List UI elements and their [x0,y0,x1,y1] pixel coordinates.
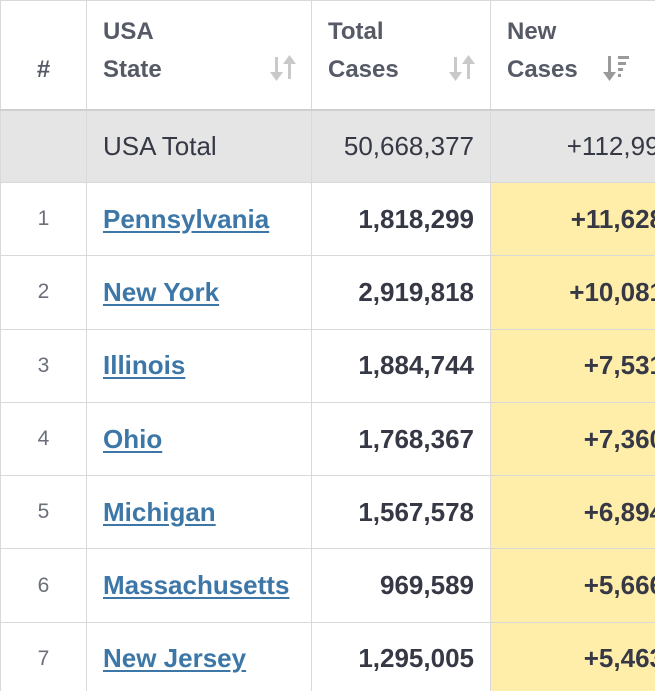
new-header-line2: Cases [507,56,578,83]
row-total-cases: 1,295,005 [311,621,491,691]
row-total-cases: 1,884,744 [311,328,491,403]
state-link[interactable]: Massachusetts [103,570,290,601]
row-new-cases: +6,894 [490,475,655,550]
usa-new-cases: +112,994 [490,109,655,183]
row-new-cases: +11,628 [490,181,655,257]
row-rank: 7 [0,621,87,691]
state-link[interactable]: Ohio [103,423,163,454]
row-total-cases: 1,567,578 [311,475,491,550]
row-rank: 5 [0,475,87,550]
new-header-line1: New [507,18,557,45]
row-new-cases: +5,463 [490,621,655,691]
state-link[interactable]: New Jersey [103,643,247,674]
table-row: 3 Illinois 1,884,744 +7,531 [0,328,655,403]
table-row: 7 New Jersey 1,295,005 +5,463 [0,621,655,691]
total-cases-column-header[interactable]: Total Cases [311,0,491,111]
total-row-rank-cell [0,109,87,183]
table-row: 1 Pennsylvania 1,818,299 +11,628 [0,181,655,257]
state-column-header[interactable]: USA State [86,0,312,111]
row-rank: 2 [0,255,87,330]
row-new-cases: +10,081 [490,255,655,330]
row-new-cases: +5,666 [490,548,655,623]
row-new-cases: +7,360 [490,401,655,477]
row-rank: 4 [0,401,87,477]
row-new-cases: +7,531 [490,328,655,403]
row-rank: 1 [0,181,87,257]
state-link[interactable]: Illinois [103,350,186,381]
row-total-cases: 1,818,299 [311,181,491,257]
header-row: # USA State Total [0,0,655,111]
state-rows: 1 Pennsylvania 1,818,299 +11,628 2 New Y… [0,181,655,691]
usa-total-label: USA Total [86,109,312,183]
state-link[interactable]: New York [103,276,220,307]
usa-total-row: USA Total 50,668,377 +112,994 [0,109,655,183]
table-row: 2 New York 2,919,818 +10,081 [0,255,655,330]
state-link[interactable]: Pennsylvania [103,203,270,234]
state-link[interactable]: Michigan [103,496,216,527]
sort-both-icon[interactable] [448,53,476,83]
new-cases-column-header[interactable]: New Cases [490,0,655,111]
total-header-line2: Cases [328,56,399,83]
table-row: 4 Ohio 1,768,367 +7,360 [0,401,655,477]
sort-descending-icon[interactable] [603,53,631,83]
table-row: 6 Massachusetts 969,589 +5,666 [0,548,655,623]
sort-both-icon[interactable] [269,53,297,83]
table-header: # USA State Total [0,0,655,111]
total-header-line1: Total [328,18,384,45]
rank-header-label: # [36,56,51,83]
state-header-line1: USA [103,18,154,45]
state-header-line2: State [103,56,162,83]
row-rank: 6 [0,548,87,623]
row-total-cases: 2,919,818 [311,255,491,330]
table-row: 5 Michigan 1,567,578 +6,894 [0,475,655,550]
rank-column-header: # [0,0,87,111]
row-total-cases: 969,589 [311,548,491,623]
row-rank: 3 [0,328,87,403]
total-row-group: USA Total 50,668,377 +112,994 [0,109,655,183]
usa-total-cases: 50,668,377 [311,109,491,183]
row-total-cases: 1,768,367 [311,401,491,477]
